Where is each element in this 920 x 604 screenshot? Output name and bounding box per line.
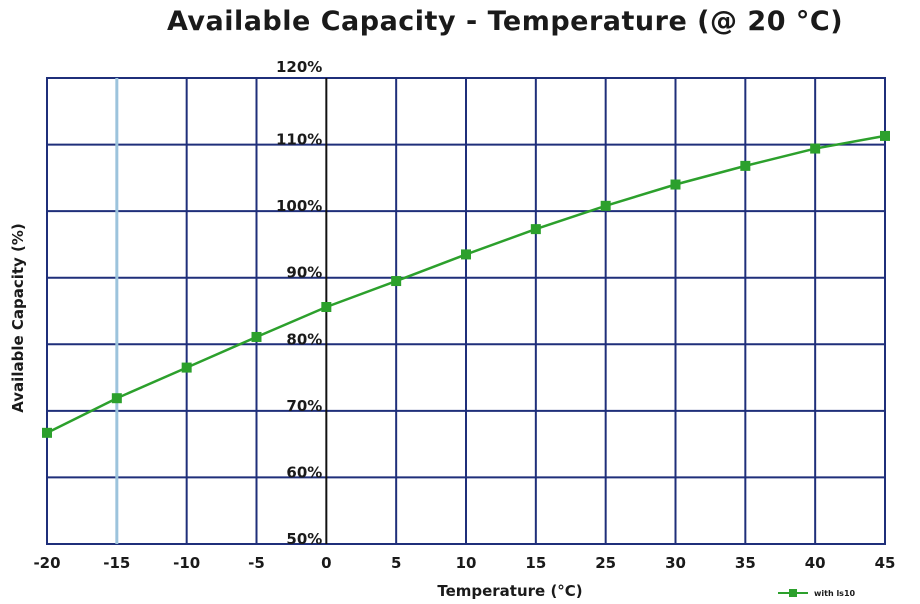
data-point <box>880 130 890 141</box>
data-point <box>111 393 122 404</box>
x-tick-label: 30 <box>665 554 686 572</box>
y-tick-label: 110% <box>276 131 322 149</box>
y-tick-label: 90% <box>286 264 322 282</box>
x-tick-label: 35 <box>735 554 756 572</box>
data-point <box>600 200 611 211</box>
y-tick-labels: 120% 110% 100% 90% 80% 70% 60% 50% <box>276 58 322 548</box>
x-tick-label: 10 <box>456 554 477 572</box>
y-tick-label: 80% <box>286 330 322 348</box>
x-tick-label: 15 <box>525 554 546 572</box>
x-tick-label: 25 <box>595 554 616 572</box>
grid-layer <box>46 77 886 545</box>
data-point <box>810 143 821 154</box>
chart-title: Available Capacity - Temperature (@ 20 °… <box>166 6 844 37</box>
y-tick-label: 70% <box>286 397 322 415</box>
x-tick-labels: -20 -15 -10 -5 0 5 10 15 25 30 35 40 45 <box>33 554 895 572</box>
x-tick-label: 45 <box>875 554 896 572</box>
x-tick-label: -15 <box>103 554 130 572</box>
data-point <box>251 331 262 342</box>
legend-label: with ls10 <box>814 589 856 598</box>
legend-marker-swatch <box>789 589 797 597</box>
y-tick-label: 60% <box>286 463 322 481</box>
y-tick-label: 100% <box>276 197 322 215</box>
data-point <box>740 160 751 171</box>
x-tick-label: -5 <box>248 554 265 572</box>
legend: with ls10 <box>778 589 856 598</box>
data-point <box>530 224 541 235</box>
x-tick-label: 0 <box>321 554 331 572</box>
x-tick-label: -10 <box>173 554 200 572</box>
data-point <box>321 302 332 313</box>
x-axis-title: Temperature (°C) <box>437 582 582 600</box>
data-point <box>42 427 52 438</box>
x-tick-label: 5 <box>391 554 401 572</box>
data-point <box>670 179 681 190</box>
y-tick-label: 120% <box>276 58 322 76</box>
y-tick-label: 50% <box>286 530 322 548</box>
data-point <box>461 249 471 260</box>
data-point <box>181 362 192 373</box>
series-layer <box>42 130 890 438</box>
y-axis-title: Available Capacity (%) <box>9 223 27 413</box>
x-tick-label: 40 <box>805 554 826 572</box>
x-tick-label: -20 <box>33 554 60 572</box>
data-point <box>391 276 402 287</box>
